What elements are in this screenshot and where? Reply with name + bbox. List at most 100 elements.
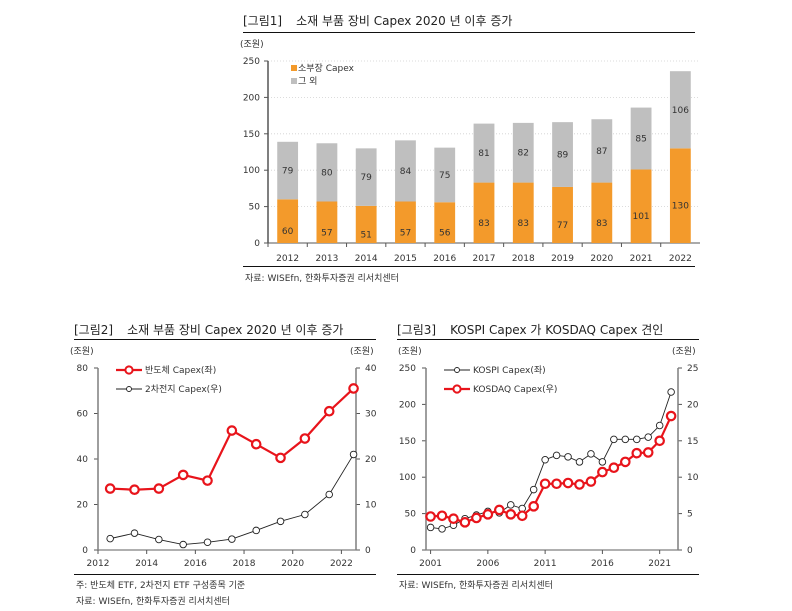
chart2-x-tick-label: 2016 xyxy=(184,559,207,569)
figure3-source: 자료: WISEfn, 한화투자증권 리서치센터 xyxy=(399,581,553,591)
chart1-y-tick-label: 100 xyxy=(243,166,260,176)
chart3-y-left-unit: (조원) xyxy=(398,346,422,357)
chart3-legend-marker xyxy=(452,384,462,394)
chart1-bar-sobujang xyxy=(277,199,299,243)
chart1-bar-other xyxy=(473,123,495,183)
chart3-line-right xyxy=(430,415,673,524)
chart1-bar-sobujang xyxy=(395,201,416,243)
figure3-bottom-rule xyxy=(397,574,699,575)
chart2-y-left-tick-label: 0 xyxy=(82,546,88,556)
chart1-legend-label: 그 외 xyxy=(298,75,317,87)
chart2-y-left-tick-label: 20 xyxy=(77,501,89,511)
chart1-bar-other xyxy=(552,122,573,187)
chart3-y-right-tick-label: 25 xyxy=(687,364,698,374)
chart3-y-left-tick-label: 0 xyxy=(410,546,416,556)
chart2-y-right-tick-label: 10 xyxy=(365,501,377,511)
chart1-x-tick-label: 2018 xyxy=(512,254,535,264)
chart3-x-tick-label: 2006 xyxy=(476,559,499,569)
chart1: (조원) 0 50 100 150 200 250 2012 60 79 2013 57 80 2014 5… xyxy=(240,39,700,264)
chart1-bar-other xyxy=(277,141,299,200)
chart1-bar-sobujang xyxy=(355,205,377,243)
chart1-data-label: 56 xyxy=(439,229,451,239)
chart3-y-left-tick-label: 100 xyxy=(399,473,416,483)
chart1-data-label: 106 xyxy=(672,106,689,116)
chart3-point-left xyxy=(552,451,561,460)
chart3-line-left xyxy=(430,391,672,530)
chart3-y-right-tick-label: 10 xyxy=(687,473,699,483)
chart1-x-tick-label: 2020 xyxy=(590,254,613,264)
chart3-point-right xyxy=(539,478,551,490)
chart3-point-left xyxy=(633,435,641,444)
chart2-point-left xyxy=(348,383,359,394)
chart1-x-tick-label: 2013 xyxy=(315,254,338,264)
chart1-bar-sobujang xyxy=(434,202,456,243)
figure3-number: [그림3] xyxy=(397,323,437,337)
chart3-y-right-tick-label: 0 xyxy=(687,546,693,556)
chart1-bar-other xyxy=(316,143,338,202)
chart2-point-left xyxy=(299,433,311,444)
chart3-point-right xyxy=(551,478,562,490)
chart1-y-tick-label: 50 xyxy=(249,203,261,213)
figure2-bottom-rule xyxy=(74,574,376,575)
chart1-bar-other xyxy=(512,122,534,183)
figure3-top-rule xyxy=(397,339,699,340)
chart3-point-left xyxy=(655,421,664,430)
chart2-point-right xyxy=(252,526,260,535)
figure2-title: [그림2] 소재 부품 장비 Capex 2020 년 이후 증가 xyxy=(74,321,343,338)
chart3-point-right xyxy=(642,447,654,458)
chart1-bar-sobujang xyxy=(630,169,652,243)
chart2-y-left-unit: (조원) xyxy=(70,346,94,357)
chart1-bar-other xyxy=(395,140,416,202)
chart2-point-right xyxy=(106,534,114,543)
chart1-data-label: 82 xyxy=(518,149,529,159)
chart2-y-left-tick-label: 80 xyxy=(77,364,89,374)
chart1-legend-swatch xyxy=(291,65,297,71)
chart3-point-right xyxy=(562,477,574,489)
chart1-data-label: 79 xyxy=(360,173,372,183)
chart3-point-right xyxy=(620,456,631,468)
chart1-x-tick-label: 2015 xyxy=(394,254,417,264)
chart1-bar-sobujang xyxy=(473,182,495,243)
chart2-point-left xyxy=(250,438,262,450)
chart1-x-tick-label: 2019 xyxy=(551,254,574,264)
chart1-legend-label: 소부장 Capex xyxy=(298,63,355,74)
chart3-point-left xyxy=(438,525,446,533)
chart1-data-label: 89 xyxy=(557,151,569,161)
chart2-x-tick-label: 2020 xyxy=(281,559,304,569)
chart3-point-right xyxy=(631,447,643,459)
chart2-legend-marker xyxy=(126,386,132,392)
figure1-top-rule xyxy=(243,32,695,33)
chart1-y-tick-label: 250 xyxy=(243,57,260,67)
chart3-point-left xyxy=(529,485,538,494)
chart3-point-right xyxy=(516,510,528,522)
chart1-data-label: 79 xyxy=(282,167,294,177)
chart3-point-right xyxy=(597,466,608,478)
chart3-point-left xyxy=(667,388,675,396)
chart3-point-right xyxy=(459,517,471,528)
chart3-point-right xyxy=(448,513,459,524)
figure3-title-text: KOSPI Capex 가 KOSDAQ Capex 견인 xyxy=(450,323,664,337)
chart3-point-left xyxy=(610,435,618,444)
chart2-point-left xyxy=(275,452,286,464)
chart3-x-tick-label: 2016 xyxy=(591,559,614,569)
chart3-point-right xyxy=(436,510,448,522)
chart1-bar-other xyxy=(591,119,613,183)
chart1-x-tick-label: 2012 xyxy=(276,254,299,264)
chart2-point-left xyxy=(177,469,189,481)
figure2-number: [그림2] xyxy=(74,323,114,337)
chart2-y-left-tick-label: 60 xyxy=(77,410,89,420)
chart1-bar-sobujang xyxy=(552,186,573,243)
chart2-point-right xyxy=(203,538,212,547)
chart3-y-right-tick-label: 15 xyxy=(687,437,698,447)
chart2-legend-marker xyxy=(124,365,134,375)
figure3-title: [그림3] KOSPI Capex 가 KOSDAQ Capex 견인 xyxy=(397,321,663,338)
chart1-data-label: 81 xyxy=(478,149,489,159)
chart3-point-right xyxy=(425,511,436,522)
chart3-point-right xyxy=(505,509,517,520)
chart1-data-label: 51 xyxy=(360,230,371,240)
chart1-bar-other xyxy=(434,147,456,203)
chart1-legend-swatch xyxy=(291,78,297,84)
chart2-point-left xyxy=(323,405,335,417)
figure2-note: 주: 반도체 ETF, 2차전지 ETF 구성종목 기준 xyxy=(76,581,246,591)
chart3-point-right xyxy=(654,435,665,447)
